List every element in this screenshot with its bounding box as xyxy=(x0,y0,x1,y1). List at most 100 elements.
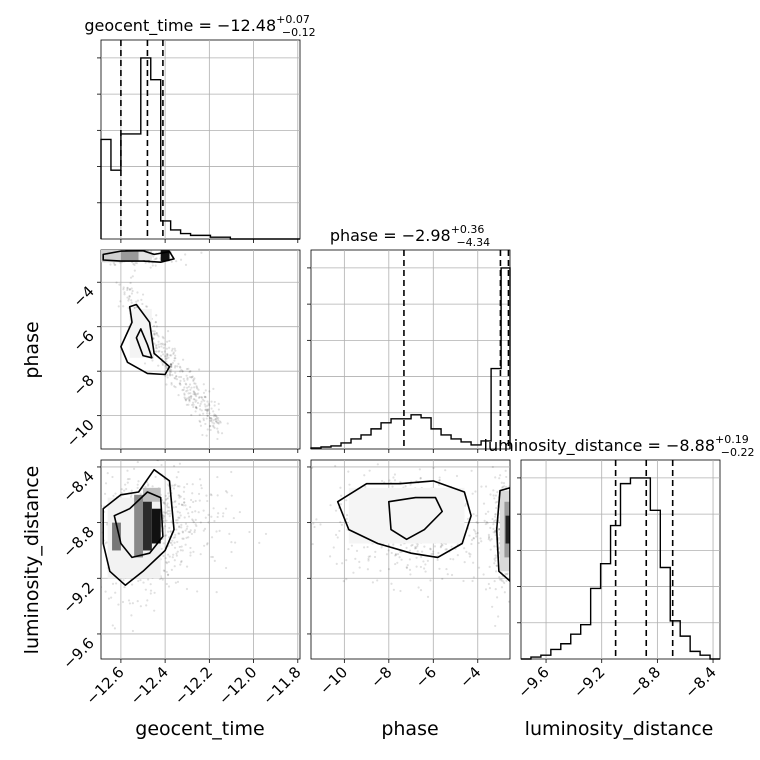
scatter-point-geocent-time-luminosity-distance xyxy=(136,483,139,486)
scatter-point-phase-luminosity-distance xyxy=(514,545,516,547)
scatter-point-phase-luminosity-distance xyxy=(398,481,402,484)
scatter-point-geocent-time-luminosity-distance xyxy=(185,587,189,591)
scatter-point-geocent-time-luminosity-distance xyxy=(128,477,131,481)
scatter-point-geocent-time-phase xyxy=(141,248,143,250)
scatter-point-phase-luminosity-distance xyxy=(364,485,367,488)
scatter-point-geocent-time-phase xyxy=(161,363,164,366)
x-tick-label-geocent-time: −12.2 xyxy=(171,663,216,708)
scatter-point-phase-luminosity-distance xyxy=(439,545,443,548)
scatter-point-geocent-time-phase xyxy=(126,287,129,290)
scatter-point-phase-luminosity-distance xyxy=(410,544,413,547)
scatter-point-geocent-time-luminosity-distance xyxy=(173,536,177,539)
scatter-point-geocent-time-phase xyxy=(183,379,186,383)
scatter-point-phase-luminosity-distance xyxy=(398,556,401,559)
scatter-point-geocent-time-luminosity-distance xyxy=(145,604,148,607)
scatter-point-phase-luminosity-distance xyxy=(489,493,492,496)
scatter-point-geocent-time-phase xyxy=(187,396,191,400)
scatter-point-phase-luminosity-distance xyxy=(484,485,488,488)
scatter-point-phase-luminosity-distance xyxy=(480,540,483,543)
scatter-point-geocent-time-phase xyxy=(129,281,132,285)
scatter-point-phase-luminosity-distance xyxy=(347,547,350,551)
scatter-point-geocent-time-luminosity-distance xyxy=(104,542,107,545)
x-tick-label-geocent-time: −12.6 xyxy=(82,663,127,708)
scatter-point-phase-luminosity-distance xyxy=(474,532,478,535)
scatter-point-phase-luminosity-distance xyxy=(494,515,497,518)
scatter-point-geocent-time-phase xyxy=(148,247,150,249)
scatter-point-geocent-time-phase xyxy=(155,345,158,348)
scatter-point-geocent-time-phase xyxy=(80,254,82,256)
scatter-point-geocent-time-luminosity-distance xyxy=(180,561,183,564)
scatter-point-geocent-time-luminosity-distance xyxy=(172,553,175,556)
scatter-point-geocent-time-phase xyxy=(209,428,212,432)
scatter-point-geocent-time-phase xyxy=(206,428,209,431)
density-cell xyxy=(348,487,465,544)
scatter-point-phase-luminosity-distance xyxy=(404,485,407,488)
scatter-point-geocent-time-phase xyxy=(217,431,220,434)
scatter-point-geocent-time-luminosity-distance xyxy=(215,530,218,533)
scatter-point-geocent-time-phase xyxy=(151,359,154,362)
scatter-point-geocent-time-phase xyxy=(193,391,197,394)
scatter-point-geocent-time-luminosity-distance xyxy=(187,530,190,534)
scatter-point-phase-luminosity-distance xyxy=(493,562,496,565)
scatter-point-geocent-time-luminosity-distance xyxy=(180,560,183,563)
scatter-point-geocent-time-phase xyxy=(122,286,125,289)
scatter-point-geocent-time-luminosity-distance xyxy=(188,531,192,534)
scatter-point-geocent-time-phase xyxy=(216,421,219,424)
scatter-point-phase-luminosity-distance xyxy=(405,566,409,570)
scatter-point-geocent-time-luminosity-distance xyxy=(216,515,219,519)
scatter-point-geocent-time-phase xyxy=(126,288,129,292)
scatter-point-phase-luminosity-distance xyxy=(502,580,505,583)
scatter-point-geocent-time-luminosity-distance xyxy=(172,506,175,509)
scatter-point-phase-luminosity-distance xyxy=(506,572,509,575)
scatter-point-geocent-time-luminosity-distance xyxy=(194,518,197,522)
scatter-point-geocent-time-luminosity-distance xyxy=(178,532,181,535)
scatter-point-geocent-time-luminosity-distance xyxy=(171,539,174,542)
scatter-point-geocent-time-phase xyxy=(144,261,147,264)
scatter-point-geocent-time-luminosity-distance xyxy=(176,580,180,583)
scatter-point-geocent-time-phase xyxy=(185,374,188,377)
scatter-point-geocent-time-phase xyxy=(165,367,168,370)
scatter-point-phase-luminosity-distance xyxy=(505,475,508,479)
scatter-point-phase-luminosity-distance xyxy=(484,522,487,526)
scatter-point-geocent-time-phase xyxy=(192,398,195,401)
scatter-point-phase-luminosity-distance xyxy=(405,546,408,549)
scatter-point-phase-luminosity-distance xyxy=(408,568,412,571)
scatter-point-geocent-time-luminosity-distance xyxy=(179,563,182,566)
scatter-point-phase-luminosity-distance xyxy=(488,587,492,590)
scatter-point-phase-luminosity-distance xyxy=(509,485,510,488)
scatter-point-geocent-time-phase xyxy=(131,289,134,293)
scatter-point-phase-luminosity-distance xyxy=(492,523,495,526)
scatter-point-geocent-time-phase xyxy=(133,263,136,267)
scatter-point-geocent-time-phase xyxy=(190,395,193,398)
scatter-point-phase-luminosity-distance xyxy=(452,558,455,561)
scatter-point-phase-luminosity-distance xyxy=(272,457,274,459)
scatter-point-geocent-time-luminosity-distance xyxy=(169,530,172,533)
scatter-point-geocent-time-luminosity-distance xyxy=(130,493,133,496)
scatter-point-geocent-time-phase xyxy=(205,417,208,420)
scatter-point-geocent-time-luminosity-distance xyxy=(163,515,166,518)
scatter-point-phase-luminosity-distance xyxy=(311,466,314,469)
scatter-point-geocent-time-phase xyxy=(154,321,157,324)
scatter-point-geocent-time-phase xyxy=(217,422,220,425)
scatter-point-phase-luminosity-distance xyxy=(516,526,518,528)
scatter-point-geocent-time-phase xyxy=(191,375,194,378)
title-luminosity-distance: luminosity_distance = −8.88+0.19 −0.22 xyxy=(484,433,755,459)
scatter-point-geocent-time-phase xyxy=(170,383,173,386)
scatter-point-geocent-time-phase xyxy=(201,398,204,401)
scatter-point-geocent-time-phase xyxy=(198,368,201,371)
scatter-point-geocent-time-luminosity-distance xyxy=(175,554,178,557)
scatter-point-phase-luminosity-distance xyxy=(470,542,473,546)
scatter-point-geocent-time-phase xyxy=(181,389,184,392)
scatter-point-phase-luminosity-distance xyxy=(441,544,444,547)
scatter-point-geocent-time-phase xyxy=(170,354,173,357)
scatter-point-geocent-time-luminosity-distance xyxy=(181,530,184,533)
scatter-point-phase-luminosity-distance xyxy=(487,533,490,537)
scatter-point-geocent-time-luminosity-distance xyxy=(144,588,147,591)
scatter-point-phase-luminosity-distance xyxy=(472,536,475,540)
scatter-point-geocent-time-luminosity-distance xyxy=(171,543,174,547)
density-cell xyxy=(134,494,144,558)
scatter-point-geocent-time-phase xyxy=(217,419,220,422)
scatter-point-geocent-time-phase xyxy=(161,335,164,338)
scatter-point-geocent-time-luminosity-distance xyxy=(179,514,182,517)
scatter-point-geocent-time-phase xyxy=(168,369,171,372)
